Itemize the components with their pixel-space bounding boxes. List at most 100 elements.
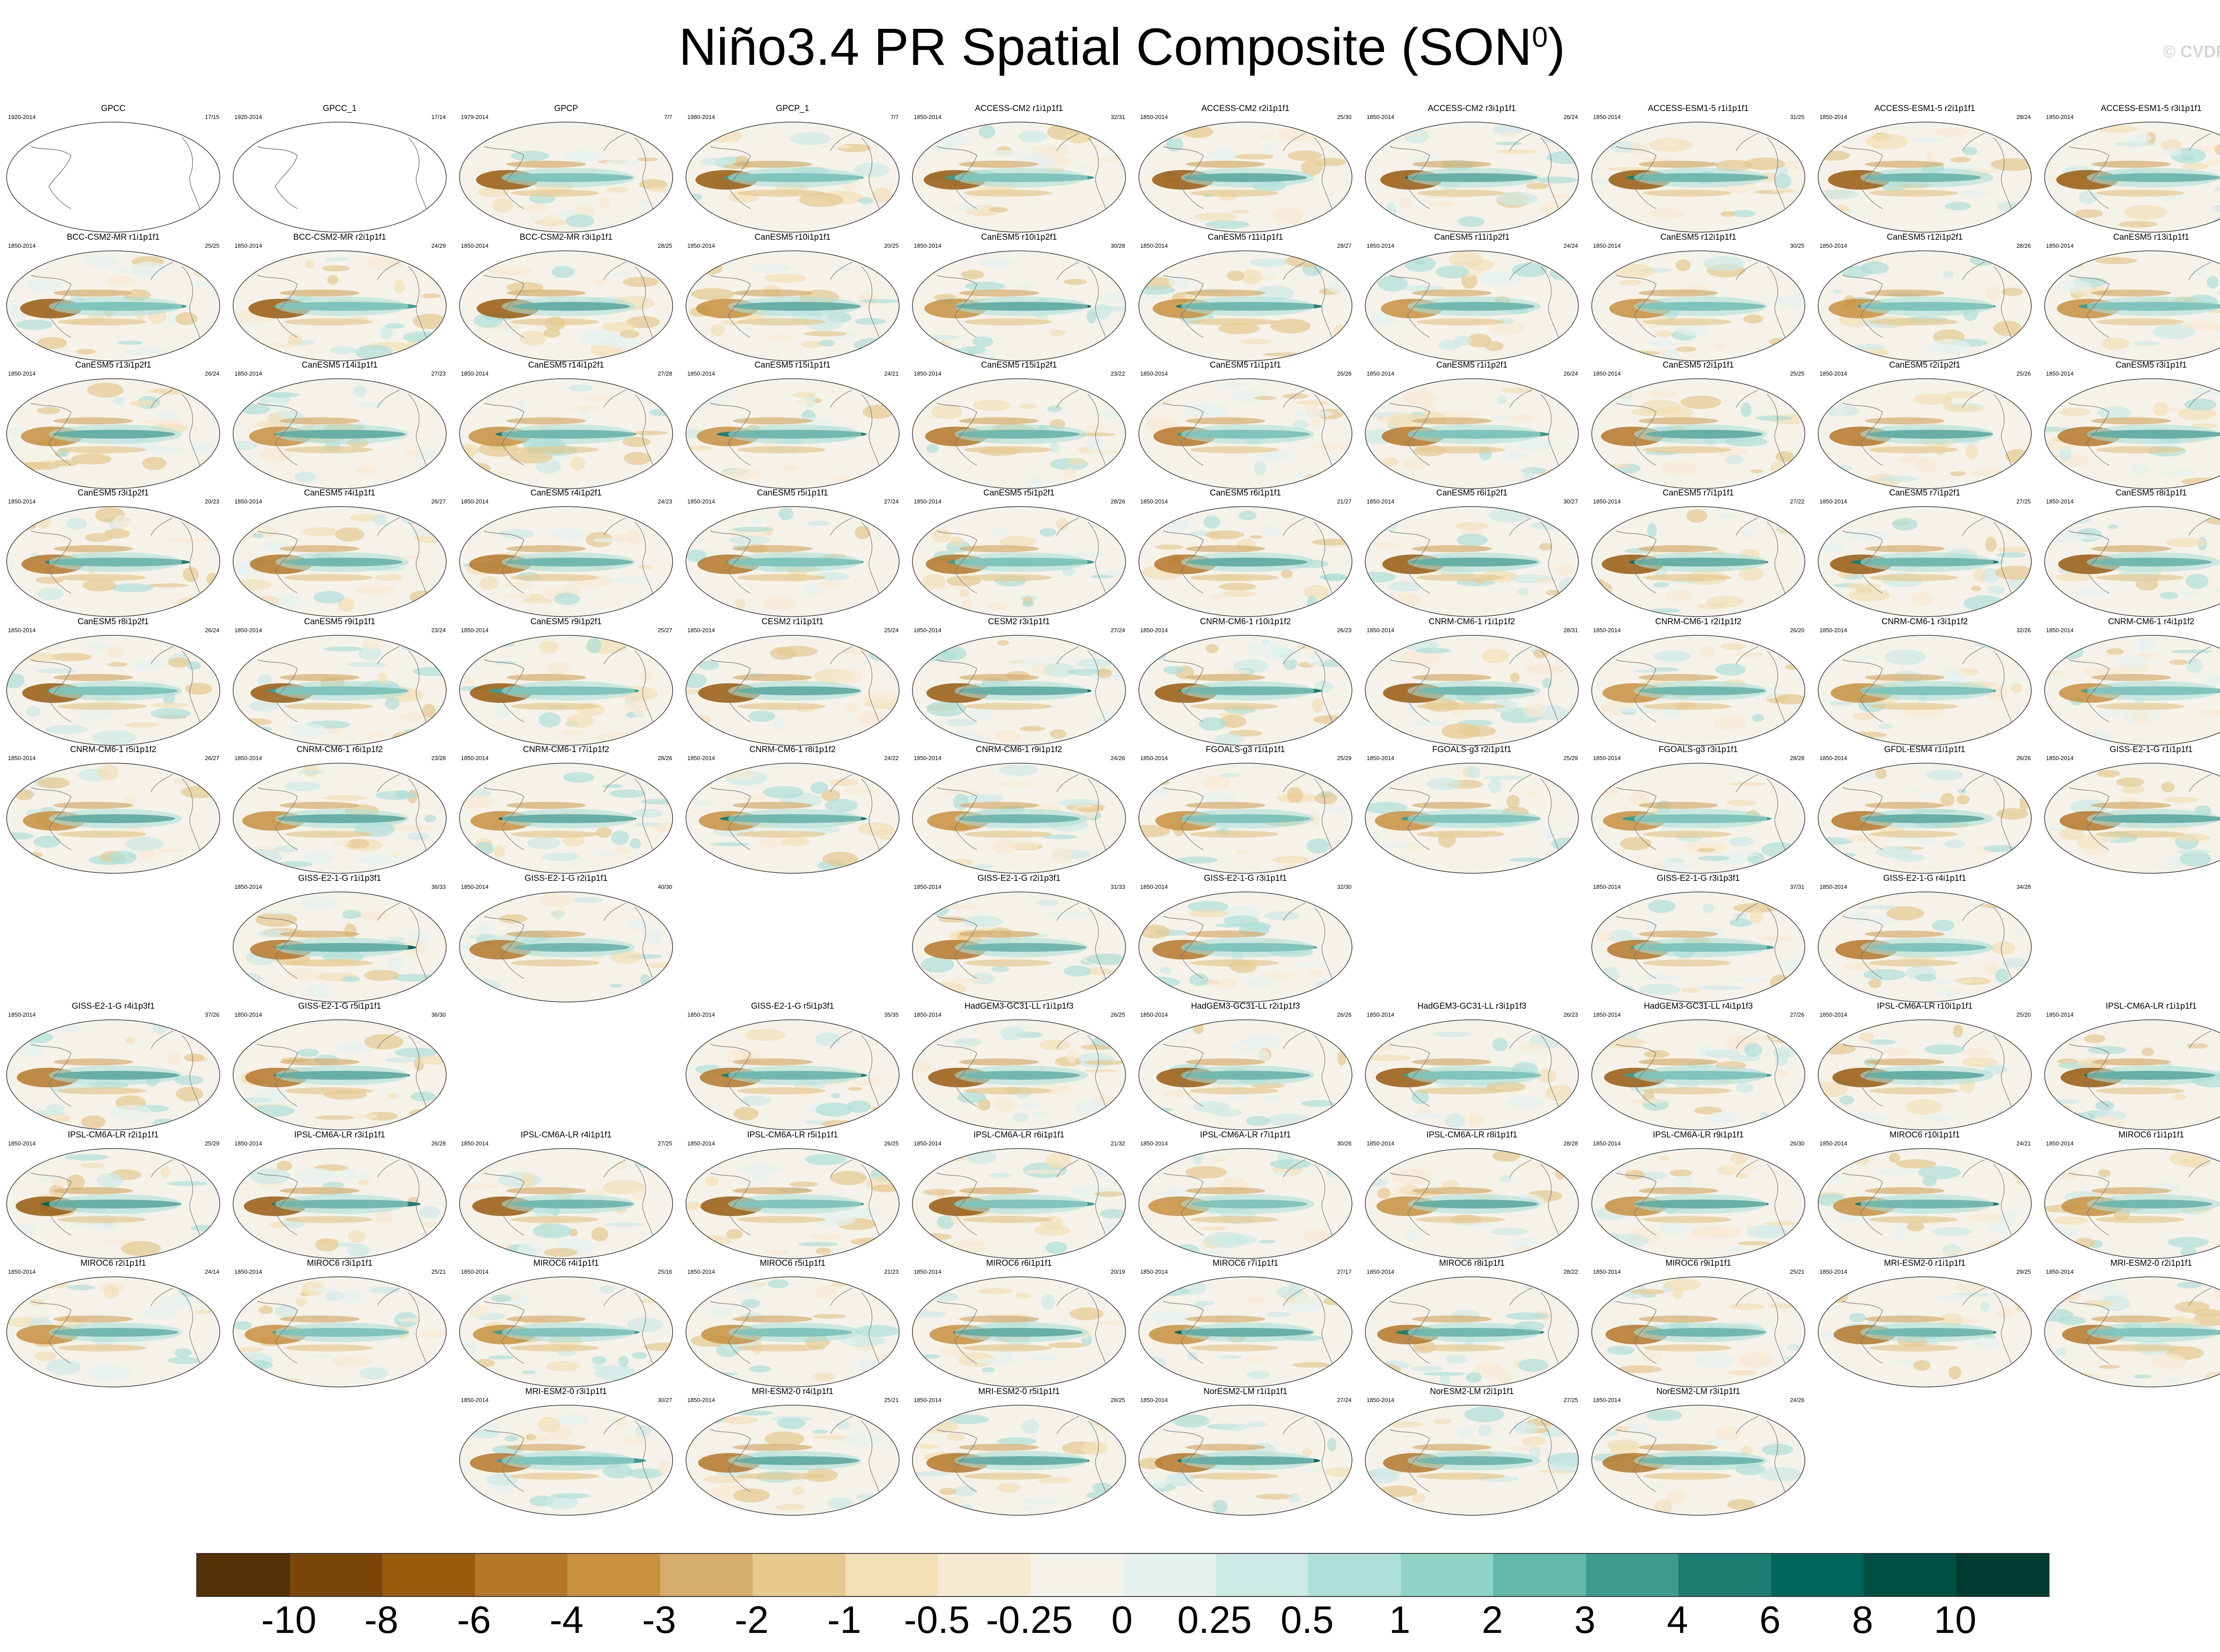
panel-event-count: 25/21: [431, 1268, 446, 1275]
composite-map: [1591, 763, 1805, 874]
composite-map: [459, 506, 673, 617]
composite-map: [1591, 1019, 1805, 1130]
map-panel: IPSL-CM6A-LR r8i1p1f1 1850-2014 28/28: [1363, 1130, 1581, 1261]
panel-years: 1850-2014: [2046, 1140, 2074, 1147]
panel-event-count: 36/30: [431, 1011, 446, 1018]
panel-title: IPSL-CM6A-LR r10i1p1f1: [1877, 1002, 1973, 1011]
panel-event-count: 27/24: [1110, 627, 1125, 634]
map-panel: GISS-E2-1-G r4i1p1f1 1850-2014 34/28: [1816, 874, 2034, 1004]
map-panel: FGOALS-g3 r1i1p1f1 1850-2014 25/29: [1137, 745, 1354, 876]
map-panel: CNRM-CM6-1 r1i1p1f2 1850-2014 28/31: [1363, 617, 1581, 748]
panel-years: 1850-2014: [687, 755, 715, 761]
colorbar-tick-label: -1: [827, 1599, 861, 1641]
colorbar-tick-label: -0.25: [986, 1599, 1073, 1641]
panel-years: 1850-2014: [1140, 1397, 1168, 1403]
map-panel: GPCC 1920-2014 17/15: [4, 104, 222, 234]
composite-map: [1818, 506, 2032, 617]
map-panel: NorESM2-LM r2i1p1f1 1850-2014 27/25: [1363, 1387, 1581, 1517]
map-panel: ACCESS-ESM1-5 r2i1p1f1 1850-2014 28/24: [1816, 104, 2034, 234]
panel-years: 1979-2014: [461, 114, 489, 120]
map-panel: CanESM5 r6i1p1f1 1850-2014 21/27: [1137, 488, 1354, 619]
colorbar-swatch: [1215, 1554, 1308, 1596]
panel-years: 1850-2014: [461, 498, 489, 505]
panel-title: CanESM5 r1i1p1f1: [1209, 361, 1281, 370]
composite-map: [233, 763, 447, 874]
panel-title: CanESM5 r8i1p2f1: [77, 617, 149, 626]
panel-title: IPSL-CM6A-LR r8i1p1f1: [1426, 1130, 1518, 1140]
map-panel: GFDL-ESM4 r1i1p1f1 1850-2014 26/26: [1816, 745, 2034, 876]
composite-map: [686, 1019, 900, 1130]
panel-years: 1850-2014: [914, 1397, 942, 1403]
panel-title: MRI-ESM2-0 r4i1p1f1: [752, 1387, 833, 1396]
colorbar: [196, 1553, 2050, 1597]
panel-event-count: 37/31: [1790, 883, 1804, 890]
composite-map: [233, 635, 447, 746]
panel-years: 1850-2014: [461, 1140, 489, 1147]
panel-title: CNRM-CM6-1 r5i1p1f2: [70, 745, 157, 754]
map-panel: CanESM5 r12i1p1f1 1850-2014 30/25: [1590, 233, 1807, 363]
colorbar-labels: -10 -8 -6 -4 -3 -2 -1 -0.5 -0.25 0 0.25 0.5 1 2 3 4 6 8 10: [196, 1598, 2048, 1652]
panel-event-count: 29/25: [2016, 1268, 2031, 1275]
panel-event-count: 27/22: [1790, 498, 1804, 505]
figure-title: Niño3.4 PR Spatial Composite (SON0): [0, 17, 2220, 77]
panel-title: IPSL-CM6A-LR r4i1p1f1: [520, 1130, 612, 1140]
panel-event-count: 28/22: [1563, 1268, 1578, 1275]
map-panel: MRI-ESM2-0 r4i1p1f1 1850-2014 25/21: [684, 1387, 901, 1517]
composite-map: [233, 506, 447, 617]
panel-title: MIROC6 r2i1p1f1: [80, 1259, 146, 1268]
composite-map: [2044, 635, 2220, 746]
composite-map: [1138, 122, 1352, 233]
composite-map: [686, 506, 900, 617]
map-panel: IPSL-CM6A-LR r2i1p1f1 1850-2014 25/29: [4, 1130, 222, 1261]
panel-event-count: 25/25: [1790, 370, 1804, 377]
map-panel: IPSL-CM6A-LR r10i1p1f1 1850-2014 25/20: [1816, 1002, 2034, 1132]
map-panel: CanESM5 r6i1p2f1 1850-2014 30/27: [1363, 488, 1581, 619]
panel-event-count: 25/21: [884, 1397, 899, 1403]
panel-title: ACCESS-CM2 r1i1p1f1: [975, 104, 1063, 113]
panel-years: 1850-2014: [1140, 1140, 1168, 1147]
panel-title: MIROC6 r3i1p1f1: [307, 1259, 373, 1268]
panel-years: 1850-2014: [1593, 242, 1621, 249]
map-panel: CNRM-CM6-1 r3i1p1f2 1850-2014 32/26: [1816, 617, 2034, 748]
panel-title: CNRM-CM6-1 r9i1p1f2: [975, 745, 1062, 754]
panel-title: ACCESS-ESM1-5 r3i1p1f1: [2101, 104, 2202, 113]
panel-years: 1850-2014: [1140, 755, 1168, 761]
composite-map: [459, 1276, 673, 1387]
panel-title: MIROC6 r7i1p1f1: [1213, 1259, 1278, 1268]
panel-event-count: 23/24: [431, 627, 446, 634]
composite-map: [1138, 635, 1352, 746]
panel-title: GISS-E2-1-G r3i1p1f1: [1204, 874, 1287, 883]
map-panel: CESM2 r1i1p1f1 1850-2014 25/24: [684, 617, 901, 748]
panel-event-count: 21/23: [884, 1268, 899, 1275]
panel-title: GISS-E2-1-G r5i1p1f1: [298, 1002, 381, 1011]
composite-map: [912, 763, 1126, 874]
panel-title: GISS-E2-1-G r2i1p3f1: [977, 874, 1061, 883]
panel-years: 1850-2014: [461, 755, 489, 761]
panel-event-count: 28/25: [1110, 1397, 1125, 1403]
composite-map: [6, 1019, 220, 1130]
map-panel: CanESM5 r7i1p1f1 1850-2014 27/22: [1590, 488, 1807, 619]
panel-years: 1850-2014: [1593, 498, 1621, 505]
panel-years: 1850-2014: [8, 242, 36, 249]
colorbar-tick-label: 3: [1574, 1599, 1596, 1641]
map-panel: ACCESS-ESM1-5 r1i1p1f1 1850-2014 31/25: [1590, 104, 1807, 234]
panel-event-count: 30/26: [1337, 1140, 1352, 1147]
map-panel: CanESM5 r15i1p1f1 1850-2014 24/21: [684, 361, 901, 491]
panel-event-count: 27/17: [1337, 1268, 1352, 1275]
panel-title: CanESM5 r12i1p1f1: [1660, 233, 1736, 242]
colorbar-swatch: [382, 1554, 475, 1596]
composite-map: [686, 378, 900, 489]
panel-years: 1850-2014: [914, 1140, 942, 1147]
map-panel: GISS-E2-1-G r3i1p3f1 1850-2014 37/31: [1590, 874, 1807, 1004]
panel-event-count: 27/23: [431, 370, 446, 377]
panel-event-count: 26/23: [1563, 1011, 1578, 1018]
panel-title: HadGEM3-GC31-LL r2i1p1f3: [1191, 1002, 1300, 1011]
panel-title: IPSL-CM6A-LR r1i1p1f1: [2105, 1002, 2197, 1011]
composite-map: [1818, 122, 2032, 233]
composite-map: [1138, 763, 1352, 874]
panel-title: CanESM5 r5i1p1f1: [757, 488, 829, 498]
panel-years: 1850-2014: [461, 627, 489, 634]
panel-title: GPCP: [554, 104, 578, 113]
map-panel: IPSL-CM6A-LR r5i1p1f1 1850-2014 26/25: [684, 1130, 901, 1261]
colorbar-tick-label: -4: [549, 1599, 584, 1641]
